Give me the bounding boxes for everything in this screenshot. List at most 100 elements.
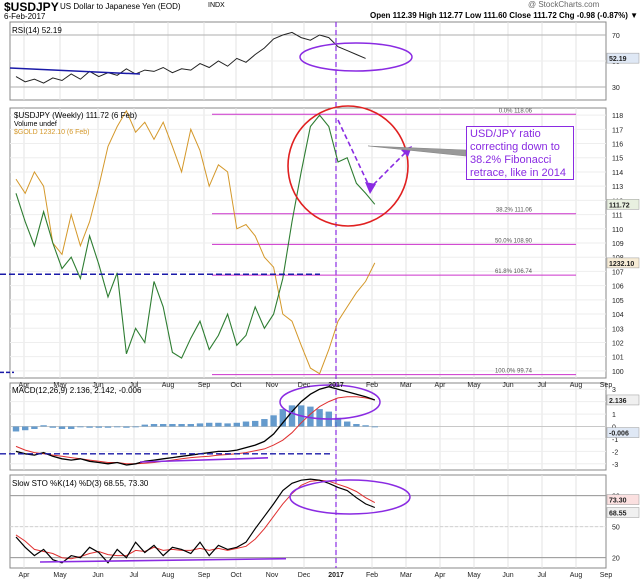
macd-histogram-bar <box>206 422 213 427</box>
x-tick-label: Oct <box>231 382 242 389</box>
macd-histogram-bar <box>187 424 194 427</box>
x-tick-label: Jul <box>538 572 547 579</box>
x-tick-label: Apr <box>435 382 447 389</box>
price-legend-volume: Volume undef <box>14 121 57 128</box>
macd-histogram-bar <box>224 423 231 427</box>
sto-k-last-value-bg <box>606 507 640 518</box>
macd-histogram-bar <box>104 426 112 428</box>
sto-divergence-line <box>39 557 287 563</box>
highlight-circle <box>287 105 409 227</box>
price-tick-label: 116 <box>612 142 623 149</box>
macd-hist-last-value-bg <box>606 427 640 438</box>
macd-histogram-bar <box>279 409 286 427</box>
price-tick-label: 111 <box>612 213 623 220</box>
macd-histogram-bar <box>12 426 20 432</box>
x-tick-label: May <box>53 572 67 579</box>
sto-d-last-value-bg <box>606 494 640 505</box>
price-tick-label: 115 <box>612 156 623 163</box>
price-tick-label: 113 <box>612 184 623 191</box>
macd-histogram-bar <box>86 426 93 428</box>
macd-line <box>15 386 376 466</box>
macd-histogram-bar <box>95 426 102 428</box>
x-tick-label: May <box>53 382 67 389</box>
x-tick-label: Aug <box>162 382 175 389</box>
macd-highlight-ellipse <box>279 384 381 420</box>
x-tick-label: 2017 <box>328 382 344 389</box>
x-tick-label: Apr <box>19 382 31 389</box>
price-legend-usdjpy: $USDJPY (Weekly) 111.72 (6 Feb) <box>14 111 138 120</box>
x-tick-label: Aug <box>162 572 175 579</box>
macd-histogram-bar <box>270 415 277 427</box>
macd-histogram-bar <box>344 421 351 427</box>
macd-histogram-bar <box>123 426 130 428</box>
gold-last-value: 1232.10 <box>609 261 634 268</box>
macd-histogram-bar <box>150 424 158 427</box>
price-tick-label: 101 <box>612 355 624 362</box>
usdjpy-last-value-bg <box>606 199 640 210</box>
x-tick-label: Sep <box>600 572 613 579</box>
annotation-box: USD/JPY ratio correcting down to 38.2% F… <box>466 126 574 180</box>
macd-histogram-bar <box>362 425 369 427</box>
macd-histogram-bar <box>307 406 314 427</box>
macd-histogram-bar <box>196 423 204 427</box>
rsi-tick-label: 70 <box>612 33 620 40</box>
x-tick-label: Mar <box>400 382 413 389</box>
macd-histogram-bar <box>178 424 185 427</box>
macd-histogram-bar <box>242 421 250 427</box>
x-tick-label: Nov <box>266 572 279 579</box>
fib-level-label: 100.0% 99.74 <box>495 369 533 375</box>
macd-tick-label: 3 <box>612 387 616 394</box>
price-tick-label: 105 <box>612 298 624 305</box>
price-tick-label: 114 <box>612 170 623 177</box>
sto-tick-label: 20 <box>612 556 620 563</box>
macd-histogram-bar <box>353 424 360 427</box>
price-tick-label: 102 <box>612 340 624 347</box>
x-tick-label: Nov <box>266 382 279 389</box>
x-tick-label: Jun <box>502 382 513 389</box>
usdjpy-last-value: 111.72 <box>609 202 630 209</box>
header-date: 6-Feb-2017 <box>4 12 46 21</box>
price-legend-gold: $GOLD 1232.10 (6 Feb) <box>14 129 90 136</box>
rsi-legend: RSI(14) 52.19 <box>12 26 62 35</box>
x-tick-label: Oct <box>231 572 242 579</box>
exchange-label: INDX <box>208 2 225 9</box>
x-tick-label: Mar <box>400 572 413 579</box>
macd-last-value-bg <box>606 394 640 406</box>
price-tick-label: 104 <box>612 312 624 319</box>
macd-histogram-bar <box>261 419 268 427</box>
price-tick-label: 103 <box>612 326 624 333</box>
macd-signal-line <box>15 396 375 465</box>
price-tick-label: 107 <box>612 269 624 276</box>
symbol-description: US Dollar to Japanese Yen (EOD) <box>60 2 181 11</box>
rsi-last-value-bg <box>606 52 640 64</box>
x-tick-label: Apr <box>435 572 447 579</box>
fib-level-label: 0.0% 118.06 <box>499 108 533 114</box>
price-tick-label: 106 <box>612 284 624 291</box>
x-tick-label: Jul <box>130 572 139 579</box>
macd-legend: MACD(12,26,9) 2.136, 2.142, -0.006 <box>12 386 142 395</box>
annotation-text: USD/JPY ratio correcting down to 38.2% F… <box>470 128 566 179</box>
x-tick-label: Aug <box>570 382 583 389</box>
macd-histogram-bar <box>141 424 148 427</box>
sto-k-line <box>15 478 376 564</box>
x-tick-label: May <box>467 382 481 389</box>
macd-histogram-bar <box>316 409 323 427</box>
macd-histogram-bar <box>252 420 259 427</box>
macd-tick-label: -2 <box>612 449 618 456</box>
sto-k-last-value: 68.55 <box>609 510 627 517</box>
x-tick-label: Jul <box>538 382 547 389</box>
sto-legend: Slow STO %K(14) %D(3) 68.55, 73.30 <box>12 479 149 488</box>
fib-level-label: 50.0% 108.90 <box>495 238 533 244</box>
price-tick-label: 110 <box>612 227 623 234</box>
sto-d-last-value: 73.30 <box>609 498 627 505</box>
macd-tick-label: 1 <box>612 412 616 419</box>
rsi-trendline <box>9 67 141 75</box>
macd-hist-last-value: -0.006 <box>609 431 629 438</box>
macd-histogram-bar <box>215 422 222 427</box>
gold-last-value-bg <box>606 257 640 269</box>
fib-level-label: 61.8% 106.74 <box>495 269 533 275</box>
macd-tick-label: -3 <box>612 462 618 469</box>
macd-histogram-bar <box>114 426 121 428</box>
macd-tick-label: -1 <box>612 437 618 444</box>
